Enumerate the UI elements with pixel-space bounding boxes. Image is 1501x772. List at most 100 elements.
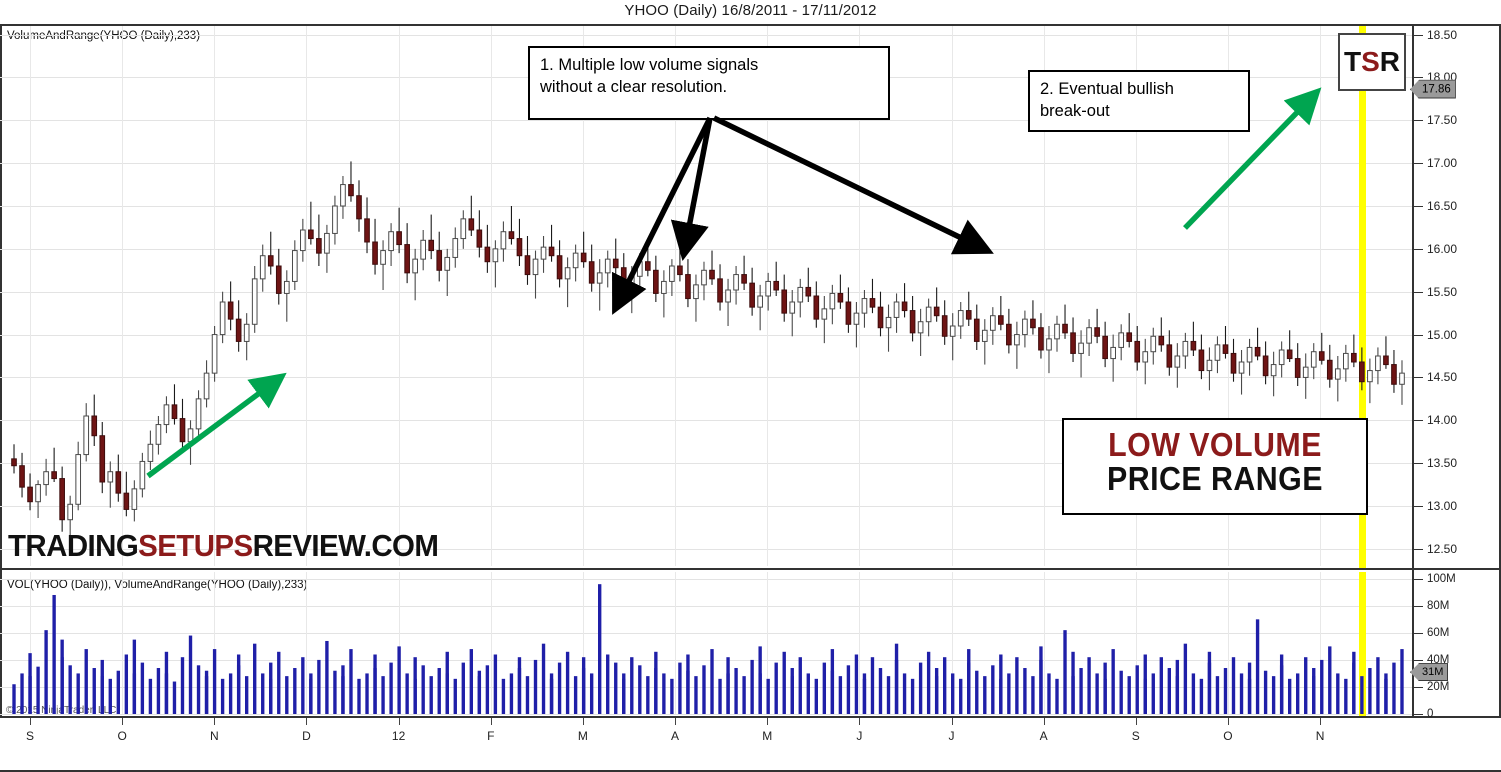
candle-down	[171, 404, 178, 420]
candle-up	[324, 232, 330, 254]
time-gridline	[306, 572, 308, 714]
volume-axis-tick	[1414, 686, 1423, 688]
volume-bar	[269, 678, 273, 714]
candle-up	[500, 231, 507, 250]
candle-down	[524, 255, 531, 276]
volume-bar	[926, 651, 931, 714]
volume-bar	[341, 676, 345, 714]
volume-bar	[782, 651, 786, 714]
candle-down	[348, 184, 354, 197]
time-axis-label: S	[1131, 729, 1140, 743]
candle-up	[957, 310, 964, 327]
candle-up	[251, 278, 258, 325]
candle-up	[380, 250, 386, 265]
candle-up	[1046, 338, 1052, 351]
candle-down	[51, 471, 57, 480]
time-gridline	[951, 26, 953, 566]
candle-down	[1351, 352, 1357, 363]
candle-up	[1110, 346, 1116, 360]
time-axis-tick	[122, 718, 124, 725]
volume-bar	[236, 654, 241, 714]
volume-bar	[967, 649, 971, 714]
price-gridline	[0, 163, 1412, 165]
volume-indicator-label: VOL(YHOO (Daily)), VolumeAndRange(YHOO (…	[7, 579, 308, 591]
volume-bar	[1352, 662, 1356, 714]
volume-bar	[1296, 673, 1300, 714]
price-axis-tick	[1414, 334, 1423, 336]
time-gridline	[122, 572, 124, 714]
volume-bar	[686, 654, 690, 714]
price-axis-label: 16.00	[1427, 241, 1458, 256]
volume-bar	[654, 651, 658, 714]
volume-bar	[140, 662, 145, 714]
candle-up	[195, 398, 202, 430]
candle-up	[35, 484, 41, 503]
volume-bar	[549, 678, 554, 714]
volume-bar	[654, 668, 658, 714]
volume-bar	[838, 676, 843, 714]
volume-bar	[1384, 678, 1388, 714]
volume-bar	[622, 673, 626, 714]
arrow-to-signal-1	[612, 116, 713, 315]
candle-up	[917, 321, 924, 334]
volume-bar	[1279, 665, 1284, 714]
volume-bar	[1079, 668, 1083, 714]
volume-bar	[309, 678, 313, 714]
volume-bar	[1231, 657, 1236, 714]
price-gridline	[0, 206, 1412, 207]
volume-bar	[164, 673, 169, 714]
time-gridline	[306, 26, 308, 566]
candle-down	[877, 306, 884, 329]
volume-bar	[453, 678, 457, 714]
volume-bar	[357, 678, 361, 714]
candle-up	[163, 404, 170, 426]
volume-bar	[999, 678, 1003, 714]
candle-up	[829, 292, 836, 310]
volume-bar	[204, 676, 209, 714]
time-axis-tick	[490, 718, 492, 725]
time-axis-tick	[30, 718, 31, 725]
volume-axis-tick	[1414, 632, 1423, 634]
volume-bar	[814, 678, 818, 714]
price-axis-tick	[1414, 463, 1423, 465]
volume-bar	[934, 668, 939, 714]
time-gridline	[1043, 26, 1045, 566]
candle-up	[219, 301, 226, 336]
time-gridline	[1043, 572, 1045, 714]
volume-bar	[285, 676, 289, 714]
volume-bar	[1304, 657, 1308, 714]
time-axis-tick	[214, 718, 216, 725]
volume-bar	[758, 673, 762, 714]
price-axis-tick	[1414, 77, 1423, 79]
volume-bar	[204, 670, 209, 714]
candle-up	[43, 471, 49, 486]
candle-up	[885, 316, 892, 329]
price-gridline	[0, 248, 1412, 250]
candle-up	[636, 261, 643, 277]
candle-up	[1174, 355, 1181, 368]
volume-bar	[742, 676, 746, 714]
volume-bar	[846, 665, 851, 714]
volume-bar	[790, 676, 794, 714]
candle-down	[869, 298, 876, 308]
time-axis-tick	[1320, 718, 1322, 725]
volume-bar	[381, 676, 385, 714]
candle-down	[781, 289, 788, 314]
candle-down	[749, 282, 755, 308]
candle-up	[1078, 342, 1084, 354]
candle-up	[187, 428, 194, 443]
volume-bar	[1247, 678, 1252, 714]
candle-down	[1391, 364, 1397, 385]
time-axis-tick	[398, 718, 400, 725]
volume-bar	[525, 676, 530, 714]
price-gridline	[0, 420, 1412, 422]
candle-up	[701, 269, 707, 286]
volume-bar	[1175, 676, 1180, 714]
price-axis-tick	[1414, 291, 1423, 293]
volume-axis-label: 80M	[1427, 599, 1450, 612]
candle-up	[340, 184, 346, 207]
volume-bar	[293, 668, 297, 714]
volume-bar	[1143, 654, 1147, 714]
left-axis-line	[0, 24, 2, 718]
volume-bar	[461, 662, 465, 714]
